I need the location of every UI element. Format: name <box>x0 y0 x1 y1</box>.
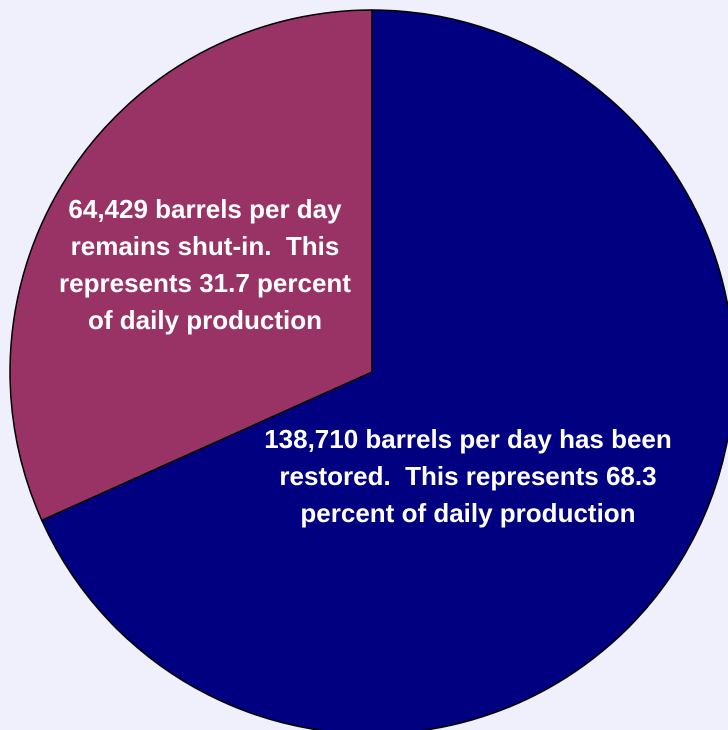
slice-label: 64,429 barrels per day remains shut-in. … <box>59 194 359 335</box>
slice-label: 138,710 barrels per day has been restore… <box>264 424 680 528</box>
pie-slice <box>9 9 373 522</box>
pie-slice <box>40 9 728 730</box>
